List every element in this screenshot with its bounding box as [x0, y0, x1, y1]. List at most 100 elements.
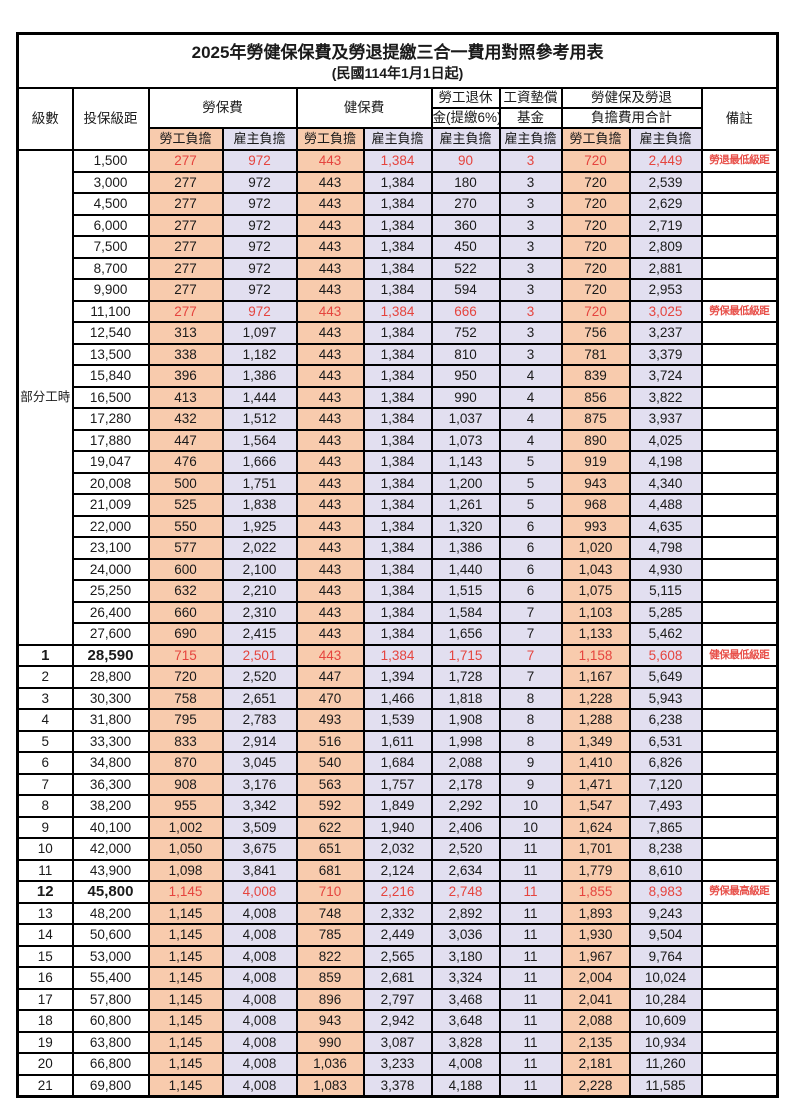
fee-cell: 3	[498, 256, 563, 280]
fee-cell: 3	[498, 170, 563, 194]
level-cell: 13	[16, 901, 74, 925]
fee-cell: 550	[147, 514, 224, 538]
fee-cell: 277	[147, 299, 224, 323]
fee-cell: 2,914	[221, 729, 298, 753]
fee-cell: 720	[560, 278, 631, 302]
fee-cell: 5	[498, 493, 563, 517]
fee-cell: 7,493	[628, 794, 703, 818]
table-row: 8 38,200 955 3,342 592 1,849 2,292 10 1,547 7,493	[16, 794, 779, 818]
level-cell: 17	[16, 987, 74, 1011]
fee-cell: 4,635	[628, 514, 703, 538]
fee-cell: 5	[498, 471, 563, 495]
fee-cell: 1,036	[295, 1052, 365, 1076]
remark-cell	[700, 944, 779, 968]
fee-cell: 720	[560, 299, 631, 323]
bracket-cell: 55,400	[71, 966, 150, 990]
level-cell: 7	[16, 772, 74, 796]
title-row: 2025年勞健保保費及勞退提繳三合一費用對照參考用表 (民國114年1月1日起)	[16, 32, 779, 89]
fee-cell: 594	[430, 278, 501, 302]
table-row: 8,700 277 972 443 1,384 522 3 720 2,881	[18, 256, 779, 280]
bracket-cell: 28,800	[71, 665, 150, 689]
remark-cell	[700, 987, 779, 1011]
fee-cell: 2,310	[221, 600, 298, 624]
bracket-cell: 33,300	[71, 729, 150, 753]
subheader-pension-employer-share: 雇主負擔	[430, 127, 501, 151]
fee-cell: 1,471	[560, 772, 631, 796]
fee-cell: 710	[295, 880, 365, 904]
remark-cell	[700, 471, 779, 495]
table-row: 10 42,000 1,050 3,675 651 2,032 2,520 11 1,701 8,…	[16, 837, 779, 861]
subheader-total-employer-share: 雇主負擔	[628, 127, 703, 151]
table-row: 13 48,200 1,145 4,008 748 2,332 2,892 11 1,893 9,…	[16, 901, 779, 925]
fee-cell: 972	[221, 278, 298, 302]
fee-cell: 443	[295, 579, 365, 603]
fee-cell: 3	[498, 149, 563, 173]
fee-cell: 5,649	[628, 665, 703, 689]
fee-cell: 3,045	[221, 751, 298, 775]
table-row: 27,600 690 2,415 443 1,384 1,656 7 1,133 5,462	[18, 622, 779, 646]
remark-cell	[700, 385, 779, 409]
remark-cell	[700, 321, 779, 345]
bracket-cell: 30,300	[71, 686, 150, 710]
fee-cell: 1,384	[362, 493, 433, 517]
fee-cell: 972	[221, 192, 298, 216]
level-cell: 4	[16, 708, 74, 732]
table-row: 2 28,800 720 2,520 447 1,394 1,728 7 1,167 5,649	[16, 665, 779, 689]
remark-cell	[700, 837, 779, 861]
fee-cell: 2,783	[221, 708, 298, 732]
fee-cell: 660	[147, 600, 224, 624]
fee-cell: 11	[498, 901, 563, 925]
fee-cell: 10	[498, 815, 563, 839]
fee-cell: 1,182	[221, 342, 298, 366]
fee-cell: 8	[498, 686, 563, 710]
fee-cell: 9,243	[628, 901, 703, 925]
fee-cell: 4,008	[221, 901, 298, 925]
fee-cell: 9,504	[628, 923, 703, 947]
fee-cell: 525	[147, 493, 224, 517]
fee-cell: 720	[560, 235, 631, 259]
fee-cell: 4,025	[628, 428, 703, 452]
bracket-cell: 69,800	[71, 1073, 150, 1098]
fee-cell: 360	[430, 213, 501, 237]
remark-cell	[700, 729, 779, 753]
level-cell: 6	[16, 751, 74, 775]
level-cell: 16	[16, 966, 74, 990]
fee-cell: 8,983	[628, 880, 703, 904]
fee-cell: 1,098	[147, 858, 224, 882]
fee-cell: 3,841	[221, 858, 298, 882]
table-row: 9,900 277 972 443 1,384 594 3 720 2,953	[18, 278, 779, 302]
fee-cell: 4	[498, 364, 563, 388]
bracket-cell: 28,590	[71, 643, 150, 667]
premium-table-body: 部分工時 1,500 277 972 443 1,384 90 3 720 2,449 勞退最低級距…	[16, 149, 779, 1098]
header-row-1: 級數 投保級距 勞保費 健保費 勞工退休 工資墊償 勞健保及勞退 備註	[16, 87, 779, 151]
fee-cell: 972	[221, 235, 298, 259]
fee-cell: 2,332	[362, 901, 433, 925]
remark-cell	[700, 1052, 779, 1076]
fee-cell: 1,384	[362, 579, 433, 603]
fee-cell: 1,133	[560, 622, 631, 646]
fee-cell: 756	[560, 321, 631, 345]
fee-cell: 7,120	[628, 772, 703, 796]
fee-cell: 277	[147, 149, 224, 173]
fee-cell: 1,967	[560, 944, 631, 968]
fee-cell: 3	[498, 192, 563, 216]
fee-cell: 338	[147, 342, 224, 366]
fee-cell: 1,384	[362, 407, 433, 431]
fee-cell: 4,188	[430, 1073, 501, 1098]
fee-cell: 1,584	[430, 600, 501, 624]
fee-cell: 9	[498, 772, 563, 796]
col-group-total-line1: 勞健保及勞退	[560, 87, 703, 109]
fee-cell: 577	[147, 536, 224, 560]
fee-cell: 1,394	[362, 665, 433, 689]
fee-cell: 90	[430, 149, 501, 173]
bracket-cell: 25,250	[71, 579, 150, 603]
fee-cell: 6	[498, 536, 563, 560]
level-cell: 10	[16, 837, 74, 861]
page-title: 2025年勞健保保費及勞退提繳三合一費用對照參考用表	[191, 43, 604, 63]
fee-cell: 9,764	[628, 944, 703, 968]
fee-cell: 4	[498, 407, 563, 431]
table-row: 19 63,800 1,145 4,008 990 3,087 3,828 11 2,135 10…	[16, 1030, 779, 1054]
fee-cell: 4	[498, 428, 563, 452]
fee-cell: 748	[295, 901, 365, 925]
fee-cell: 1,145	[147, 880, 224, 904]
